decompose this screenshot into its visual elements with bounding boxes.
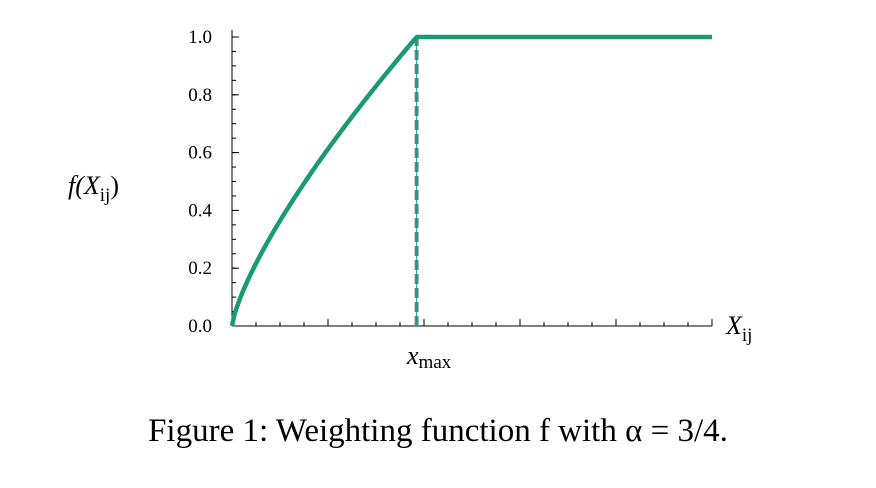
- weighting-function-line: [229, 34, 712, 327]
- x-axis-label: Xij: [725, 311, 752, 346]
- y-tick-label: 0.6: [188, 143, 212, 164]
- axes: [231, 30, 712, 327]
- y-axis-label: f(Xij): [68, 171, 119, 206]
- y-ticks: 0.0 0.2 0.4 0.6 0.8 1.0: [188, 27, 239, 337]
- y-tick-label: 0.2: [188, 258, 212, 279]
- y-tick-label: 0.8: [188, 85, 212, 106]
- y-tick-label: 0.4: [188, 200, 212, 221]
- x-ticks: [231, 319, 713, 326]
- series-group: [229, 34, 712, 327]
- figure-caption: Figure 1: Weighting function f with α = …: [148, 413, 728, 449]
- y-tick-label: 1.0: [188, 27, 212, 48]
- y-tick-label: 0.0: [188, 316, 212, 337]
- xmax-label: xmax: [406, 341, 452, 373]
